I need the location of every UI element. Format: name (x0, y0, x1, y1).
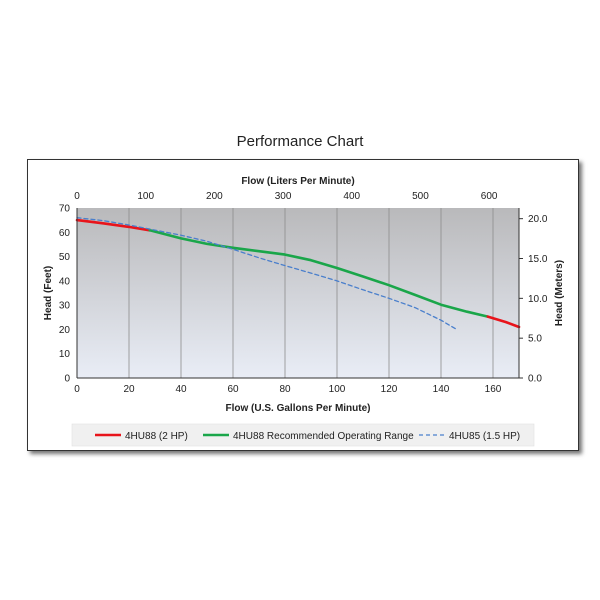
plot-area (77, 208, 519, 378)
x-tick-label: 100 (329, 384, 346, 395)
x2-tick-label: 0 (74, 191, 80, 202)
y2-tick-label: 5.0 (528, 334, 542, 345)
series-line-3 (76, 217, 458, 331)
y2-axis-label: Head (Meters) (554, 260, 565, 326)
x2-tick-label: 300 (275, 191, 292, 202)
y2-tick-label: 15.0 (528, 254, 548, 265)
x2-axis-label: Flow (Liters Per Minute) (241, 176, 354, 187)
legend-label: 4HU88 (2 HP) (125, 431, 188, 442)
y-tick-label: 10 (59, 349, 71, 360)
x-axis-label: Flow (U.S. Gallons Per Minute) (225, 403, 370, 414)
x2-tick-label: 600 (481, 191, 498, 202)
x-tick-label: 0 (74, 384, 80, 395)
y-axis-label: Head (Feet) (43, 266, 54, 320)
x-tick-label: 120 (381, 384, 398, 395)
x-tick-label: 60 (227, 384, 239, 395)
x2-tick-label: 400 (343, 191, 360, 202)
series-line-2 (486, 315, 521, 329)
x-tick-label: 20 (123, 384, 135, 395)
y-tick-label: 60 (59, 228, 71, 239)
x2-tick-label: 200 (206, 191, 223, 202)
y-tick-label: 70 (59, 204, 71, 215)
legend-label: 4HU85 (1.5 HP) (449, 431, 520, 442)
y2-tick-label: 20.0 (528, 214, 548, 225)
y-tick-label: 40 (59, 276, 71, 287)
series-line-1 (148, 229, 490, 318)
legend-label: 4HU88 Recommended Operating Range (233, 431, 414, 442)
x-tick-label: 40 (175, 384, 187, 395)
y-tick-label: 20 (59, 325, 71, 336)
y2-tick-label: 10.0 (528, 294, 548, 305)
x-tick-label: 80 (279, 384, 291, 395)
chart-title: Performance Chart (236, 133, 364, 150)
x2-tick-label: 500 (412, 191, 429, 202)
y-tick-label: 0 (64, 374, 70, 385)
legend-box (71, 423, 535, 447)
y2-tick-label: 0.0 (528, 374, 542, 385)
x-tick-label: 160 (485, 384, 502, 395)
y-tick-label: 30 (59, 301, 71, 312)
series-line-0 (75, 218, 152, 232)
y-tick-label: 50 (59, 252, 71, 263)
x2-tick-label: 100 (137, 191, 154, 202)
x-tick-label: 140 (433, 384, 450, 395)
